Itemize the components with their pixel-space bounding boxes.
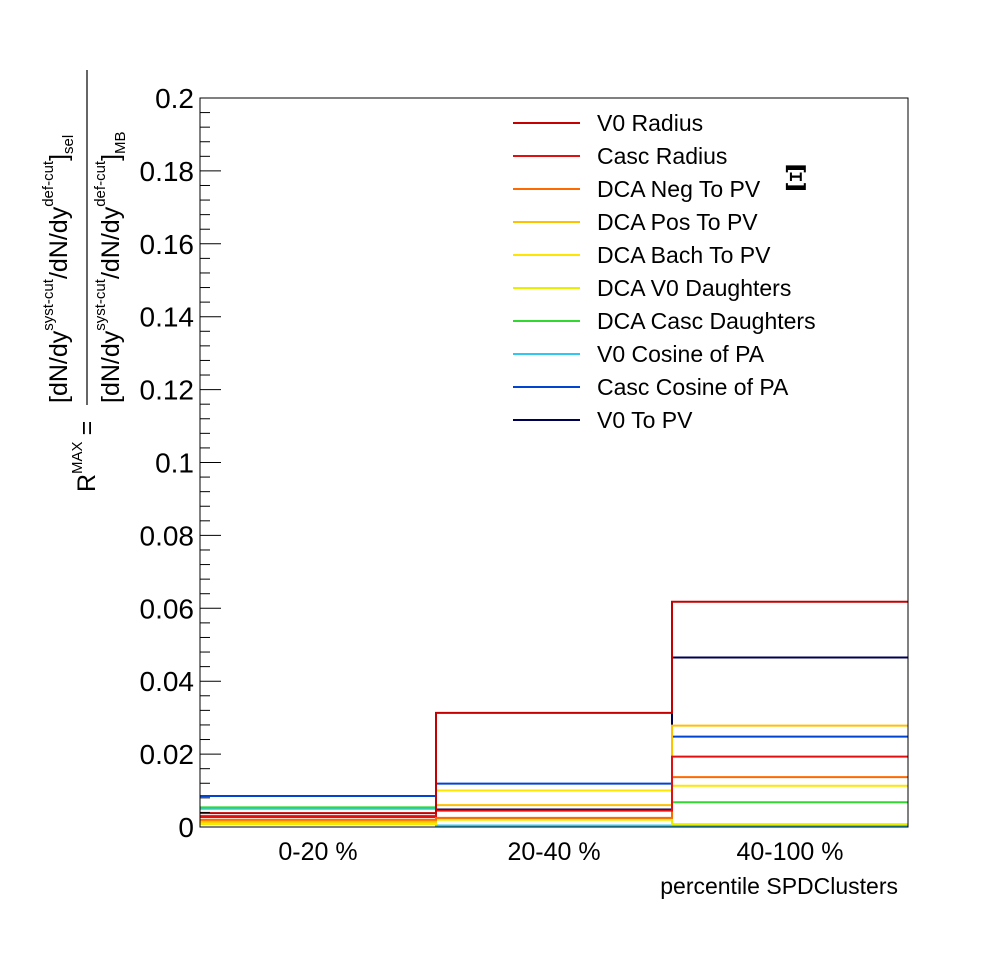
y-tick-label: 0.06 <box>140 593 195 624</box>
series-line <box>200 755 908 818</box>
legend-label: V0 Cosine of PA <box>597 341 765 367</box>
y-tick-label: 0 <box>178 812 194 843</box>
legend-label: DCA Casc Daughters <box>597 308 816 334</box>
y-tick-label: 0.04 <box>140 666 195 697</box>
svg-text:[dN/dysyst-cut/dN/dydef-cut]se: [dN/dysyst-cut/dN/dydef-cut]sel <box>40 135 77 403</box>
legend-label: Casc Radius <box>597 143 727 169</box>
series-line <box>200 807 908 827</box>
series-line <box>200 600 908 815</box>
y-tick-label: 0.12 <box>140 375 195 406</box>
y-tick-label: 0.2 <box>155 83 194 114</box>
series-line <box>200 776 908 821</box>
legend-label: V0 Radius <box>597 110 703 136</box>
svg-text:RMAX=: RMAX= <box>69 421 101 492</box>
y-axis-tick-labels: 0 0.02 0.04 0.06 0.08 0.1 0.12 0.14 0.16 0.18 0.2 <box>140 83 195 843</box>
y-tick-label: 0.08 <box>140 520 195 551</box>
particle-annotation: Ξ <box>784 159 808 199</box>
series-line <box>200 784 908 825</box>
y-tick-label: 0.18 <box>140 156 195 187</box>
y-axis-label: RMAX= [dN/dysyst-cut/dN/dydef-cut]sel [d… <box>40 70 129 492</box>
y-tick-label: 0.02 <box>140 739 195 770</box>
y-axis-ticks <box>200 97 221 828</box>
y-tick-label: 0.1 <box>155 448 194 479</box>
series-line <box>200 735 908 798</box>
legend-label: Casc Cosine of PA <box>597 374 789 400</box>
legend-label: DCA Pos To PV <box>597 209 758 235</box>
x-category-label: 40-100 % <box>736 838 843 866</box>
x-axis-categories: 0-20 % 20-40 % 40-100 % <box>278 838 843 866</box>
series-steps <box>200 600 908 827</box>
legend-label: DCA V0 Daughters <box>597 275 791 301</box>
legend: V0 Radius Casc Radius DCA Neg To PV DCA Pos… <box>513 110 816 433</box>
legend-label: V0 To PV <box>597 407 693 433</box>
x-axis-label: percentile SPDClusters <box>660 873 898 899</box>
y-tick-label: 0.16 <box>140 229 195 260</box>
x-category-label: 20-40 % <box>507 838 600 866</box>
legend-label: DCA Bach To PV <box>597 242 771 268</box>
svg-text:[dN/dysyst-cut/dN/dydef-cut]MB: [dN/dysyst-cut/dN/dydef-cut]MB <box>92 131 129 403</box>
series-line <box>200 724 908 823</box>
x-category-label: 0-20 % <box>278 838 357 866</box>
legend-label: DCA Neg To PV <box>597 176 761 202</box>
y-tick-label: 0.14 <box>140 302 195 333</box>
